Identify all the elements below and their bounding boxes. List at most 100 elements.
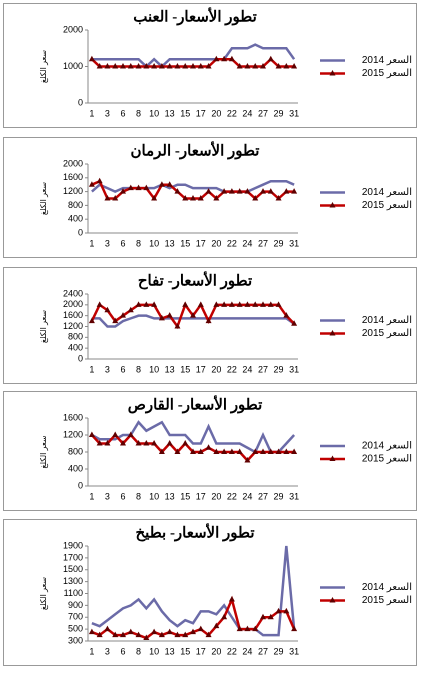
x-tick-label: 22: [227, 108, 237, 118]
series-marker: [236, 63, 243, 69]
series-marker: [197, 448, 204, 454]
series-marker: [252, 63, 259, 69]
series-marker: [283, 63, 290, 69]
series-marker: [143, 184, 150, 191]
x-tick-label: 29: [274, 238, 284, 248]
series-marker: [283, 312, 290, 318]
x-tick-label: 15: [180, 238, 190, 248]
x-tick-label: 27: [258, 238, 268, 248]
x-tick-label: 13: [165, 108, 175, 118]
series-marker: [283, 188, 290, 194]
x-tick-label: 10: [149, 238, 159, 248]
series-marker: [104, 625, 111, 632]
series-marker: [174, 631, 181, 638]
series-marker: [275, 195, 282, 201]
x-tick-label: 3: [105, 491, 110, 501]
chart-title: تطور الأسعار- بطيخ: [136, 522, 255, 541]
x-tick-label: 1: [89, 646, 94, 656]
y-tick-label: 0: [78, 353, 83, 363]
series-marker: [213, 448, 220, 454]
y-tick-label: 0: [78, 97, 83, 107]
series-marker: [112, 431, 119, 437]
x-tick-label: 22: [227, 364, 237, 374]
series-marker: [252, 195, 259, 201]
series-marker: [197, 195, 204, 201]
series-marker: [260, 448, 266, 454]
series-marker: [197, 301, 204, 307]
series-line: [91, 180, 295, 193]
x-tick-label: 20: [211, 491, 221, 501]
y-tick-label: 400: [68, 463, 83, 473]
series-marker: [267, 188, 274, 194]
series-marker: [283, 448, 290, 454]
x-tick-label: 10: [149, 108, 159, 118]
legend-label: السعر 2015: [362, 200, 412, 211]
series-marker: [291, 448, 298, 454]
series-marker: [244, 188, 251, 194]
chart-panel: تطور الأسعار- القارص سعر الكلغ 0 400 800 1200…: [3, 391, 417, 511]
x-tick-label: 8: [136, 108, 141, 118]
series-marker: [228, 301, 235, 307]
series-marker: [120, 63, 126, 69]
x-tick-label: 15: [180, 108, 190, 118]
series-marker: [127, 628, 134, 635]
series-marker: [88, 431, 95, 437]
y-tick-label: 1200: [63, 321, 83, 331]
series-marker: [205, 317, 212, 324]
y-tick-label: 2000: [63, 299, 83, 309]
x-tick-label: 1: [89, 491, 94, 501]
series-marker: [151, 63, 158, 69]
y-tick-label: 1300: [63, 576, 83, 586]
series-marker: [260, 301, 266, 307]
series-marker: [174, 448, 181, 454]
series-marker: [275, 63, 282, 69]
series-marker: [205, 188, 212, 194]
legend-label: السعر 2015: [362, 68, 412, 79]
legend-label: السعر 2014: [362, 315, 412, 326]
x-tick-label: 27: [258, 491, 268, 501]
series-marker: [244, 63, 251, 69]
series-marker: [112, 317, 119, 324]
y-tick-label: 800: [68, 332, 83, 342]
series-marker: [166, 440, 173, 446]
series-marker: [182, 301, 189, 307]
y-tick-label: 1500: [63, 564, 83, 574]
legend-marker: [329, 70, 336, 76]
series-marker: [88, 317, 95, 324]
y-tick-label: 500: [68, 624, 83, 634]
series-marker: [182, 440, 189, 446]
series-line: [91, 545, 296, 637]
series-marker: [135, 63, 142, 69]
y-tick-label: 700: [68, 612, 83, 622]
legend-marker: [329, 455, 336, 461]
x-tick-label: 3: [105, 238, 110, 248]
x-tick-label: 6: [120, 646, 125, 656]
series-marker: [127, 184, 134, 191]
series-marker: [236, 301, 243, 307]
series-marker: [135, 301, 142, 307]
x-tick-label: 29: [274, 108, 284, 118]
x-tick-label: 13: [165, 238, 175, 248]
series-marker: [190, 63, 196, 69]
x-tick-label: 17: [196, 646, 206, 656]
x-tick-label: 8: [136, 491, 141, 501]
x-tick-label: 1: [89, 108, 94, 118]
y-tick-label: 1200: [63, 186, 83, 196]
series-marker: [151, 628, 158, 635]
panel-frame: [3, 391, 417, 511]
series-marker: [158, 63, 165, 69]
series-marker: [151, 195, 158, 201]
x-tick-label: 10: [149, 364, 159, 374]
x-tick-label: 20: [211, 646, 221, 656]
series-marker: [120, 631, 126, 638]
x-tick-label: 17: [196, 491, 206, 501]
chart-title: تطور الأسعار- تفاح: [138, 270, 252, 289]
x-tick-label: 15: [180, 491, 190, 501]
y-tick-label: 1600: [63, 310, 83, 320]
series-marker: [104, 195, 111, 201]
series-marker: [88, 181, 95, 187]
series-marker: [190, 312, 196, 318]
x-tick-label: 6: [120, 238, 125, 248]
panel-frame: [3, 137, 417, 258]
